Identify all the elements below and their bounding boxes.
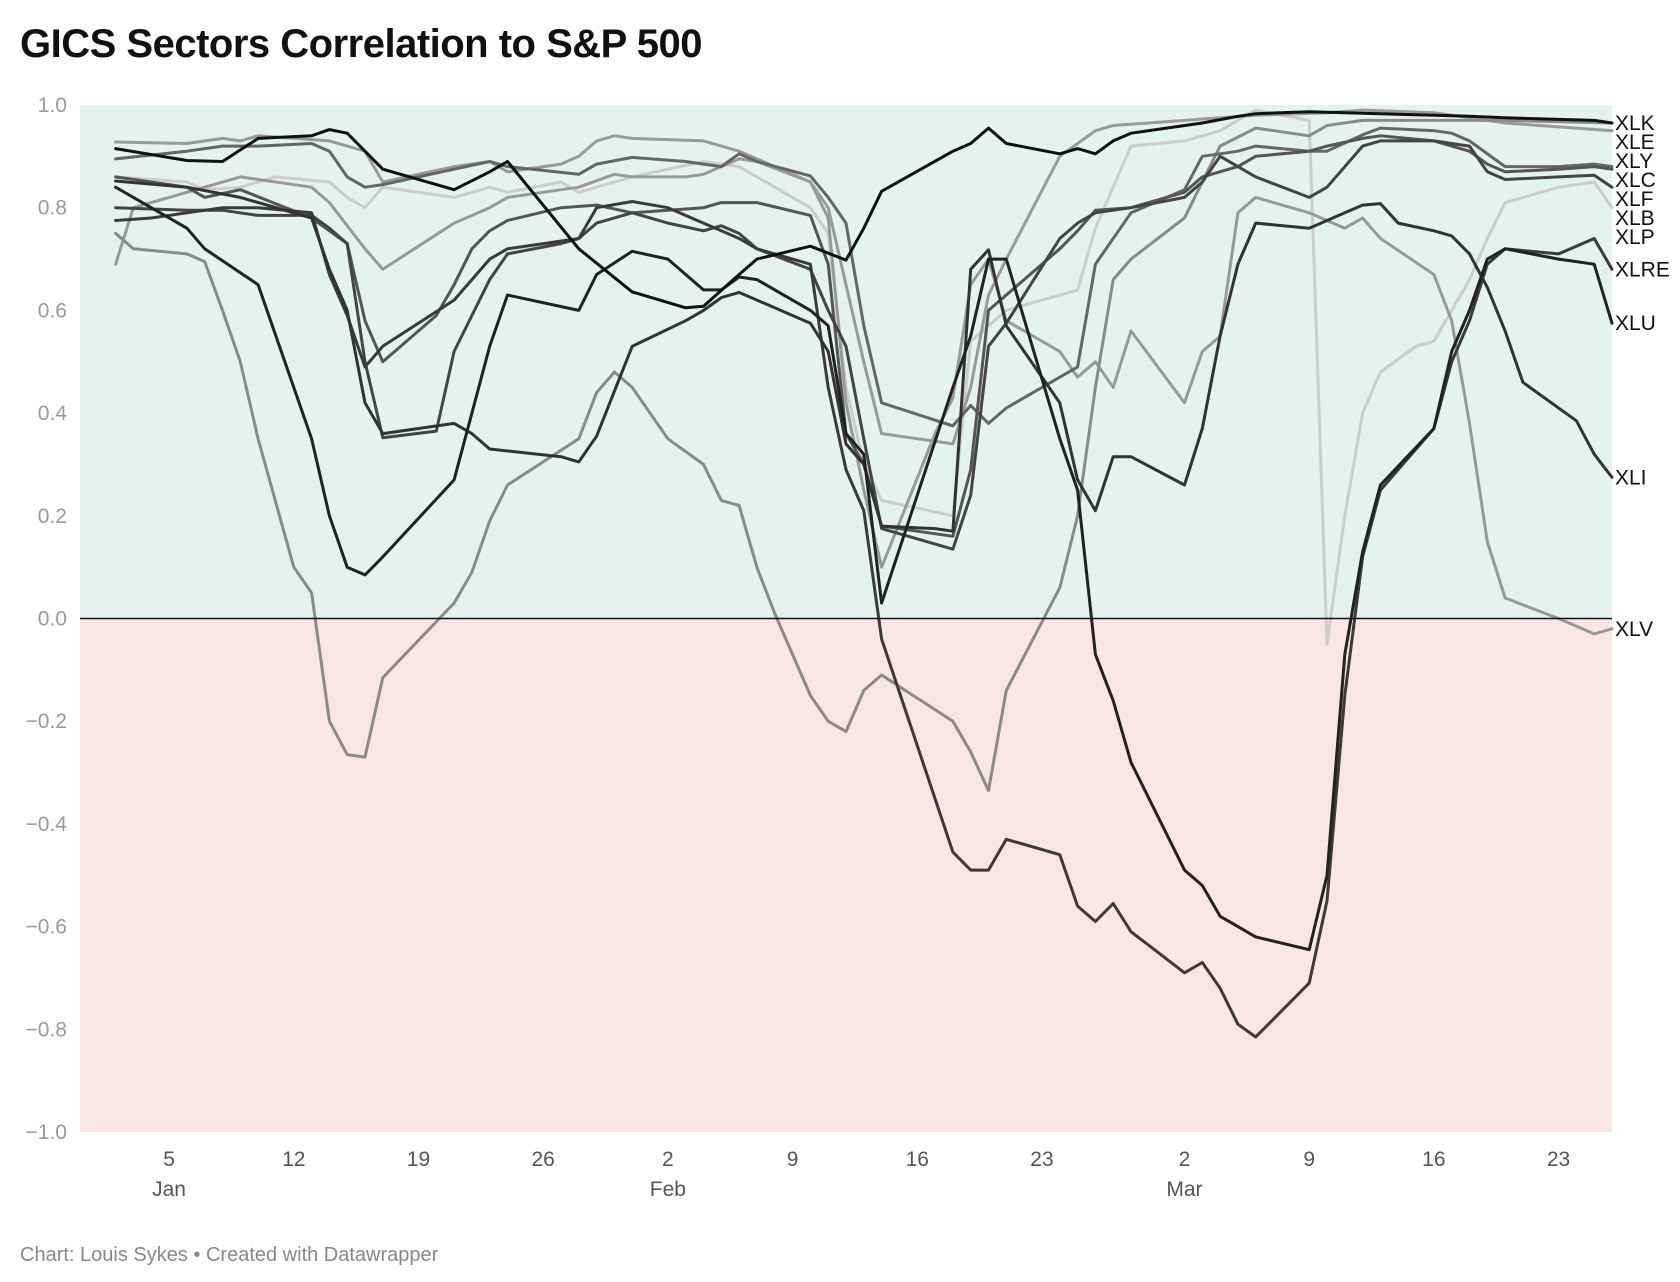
x-tick-label: 2 — [662, 1148, 674, 1171]
zone-negative — [80, 618, 1612, 1132]
series-label-xlv: XLV — [1615, 618, 1653, 641]
x-tick-label: 9 — [787, 1148, 799, 1171]
y-tick-label: 0.8 — [38, 197, 67, 220]
y-tick-label: −0.6 — [26, 916, 67, 939]
y-tick-label: 0.2 — [38, 505, 67, 528]
zone-positive — [80, 105, 1612, 619]
x-tick-label: 9 — [1303, 1148, 1315, 1171]
x-month-label: Feb — [650, 1178, 686, 1201]
y-axis: 1.0 0.8 0.6 0.4 0.2 0.0 −0.2 −0.4 −0.6 −0.8 −1.0 — [26, 94, 68, 1144]
y-tick-label: 0.6 — [38, 299, 67, 322]
x-tick-label: 2 — [1179, 1148, 1191, 1171]
x-tick-label: 16 — [1422, 1148, 1445, 1171]
y-tick-label: −1.0 — [26, 1121, 67, 1144]
series-line-xle — [114, 118, 1614, 792]
y-tick-label: −0.4 — [26, 813, 68, 836]
series-label-xly: XLY — [1615, 150, 1653, 173]
x-tick-label: 23 — [1030, 1148, 1053, 1171]
series-label-xlu: XLU — [1615, 312, 1656, 335]
background-zones — [80, 105, 1612, 1132]
series-line-xlp — [114, 108, 1614, 646]
x-tick-label: 12 — [282, 1148, 305, 1171]
series-label-xlf: XLF — [1615, 188, 1654, 211]
chart-credit: Chart: Louis Sykes • Created with Datawr… — [20, 1244, 439, 1266]
x-month-label: Mar — [1166, 1178, 1202, 1201]
y-tick-label: 0.0 — [38, 608, 67, 631]
series-label-xle: XLE — [1615, 131, 1655, 154]
x-tick-label: 23 — [1547, 1148, 1570, 1171]
series-label-xlk: XLK — [1615, 112, 1655, 135]
x-tick-label: 26 — [531, 1148, 554, 1171]
y-tick-label: −0.8 — [26, 1018, 67, 1041]
y-tick-label: 1.0 — [38, 94, 67, 117]
series-label-xlb: XLB — [1615, 207, 1655, 230]
line-chart: 1.0 0.8 0.6 0.4 0.2 0.0 −0.2 −0.4 −0.6 −0.8 −1.0 5… — [26, 94, 1670, 1201]
chart-title: GICS Sectors Correlation to S&P 500 — [20, 22, 702, 66]
x-tick-label: 5 — [163, 1148, 175, 1171]
series-label-xlre: XLRE — [1615, 258, 1670, 281]
x-tick-label: 16 — [906, 1148, 929, 1171]
series-label-xlc: XLC — [1615, 169, 1656, 192]
series-line-xlu — [114, 185, 1614, 952]
series-lines — [114, 108, 1614, 1039]
x-axis: 5 Jan 12 19 26 2 Feb 9 16 23 2 Mar 9 16 23 — [152, 1148, 1570, 1201]
series-line-xlv — [114, 157, 1614, 636]
y-tick-label: −0.2 — [26, 710, 67, 733]
series-line-xlk — [114, 110, 1614, 310]
x-tick-label: 19 — [407, 1148, 430, 1171]
series-label-xli: XLI — [1615, 466, 1647, 489]
y-tick-label: 0.4 — [38, 402, 68, 425]
series-label-xlp: XLP — [1615, 226, 1655, 249]
series-line-xlc — [114, 126, 1614, 428]
x-month-label: Jan — [152, 1178, 186, 1201]
series-line-xlb — [114, 139, 1614, 551]
